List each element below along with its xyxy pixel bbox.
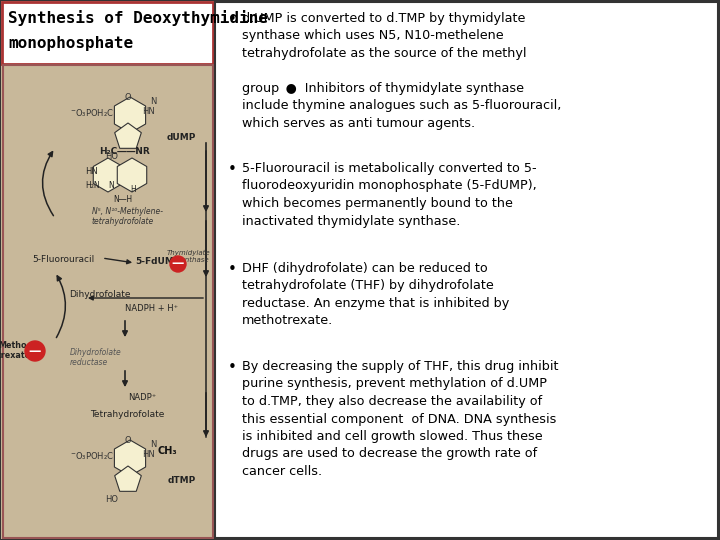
Text: Dihydrofolate
reductase: Dihydrofolate reductase [70,348,122,367]
Text: —: — [29,345,41,357]
FancyBboxPatch shape [3,65,213,538]
Text: HO: HO [106,495,119,504]
Text: group ●  Inhibitors of thymidylate synthase
include thymine analogues such as 5-: group ● Inhibitors of thymidylate syntha… [242,82,562,130]
Text: Dihydrofolate: Dihydrofolate [69,290,131,299]
Polygon shape [94,158,122,192]
Text: dUMP: dUMP [166,133,196,142]
Text: H₂C――NR: H₂C――NR [99,147,150,156]
Text: dTMP: dTMP [168,476,196,485]
Text: N: N [150,97,156,106]
Polygon shape [114,97,145,133]
Text: N: N [108,181,114,190]
Text: Synthesis of Deoxythymidine: Synthesis of Deoxythymidine [8,10,268,26]
Text: Thymidylate
synthase: Thymidylate synthase [166,250,210,263]
Text: HN: HN [142,107,155,116]
Text: H₂N: H₂N [85,181,99,190]
Text: 5-Fluorouracil is metabolically converted to 5-
fluorodeoxyuridin monophosphate : 5-Fluorouracil is metabolically converte… [242,162,536,227]
Text: Tetrahydrofolate: Tetrahydrofolate [90,410,164,419]
Text: d.UMP is converted to d.TMP by thymidylate
synthase which uses N5, N10-methelene: d.UMP is converted to d.TMP by thymidyla… [242,12,526,60]
Text: Metho-
trexate: Metho- trexate [0,341,30,360]
Text: H: H [130,185,136,194]
Text: HN: HN [142,450,155,459]
Text: $^{-}$O₃POH₂C: $^{-}$O₃POH₂C [70,107,114,118]
Text: N⁵, N¹⁰-Methylene-
tetrahydrofolate: N⁵, N¹⁰-Methylene- tetrahydrofolate [92,207,163,226]
Polygon shape [114,440,145,476]
Text: $^{-}$O₃POH₂C: $^{-}$O₃POH₂C [70,450,114,461]
Text: CH₃: CH₃ [158,446,178,456]
Text: •: • [228,12,237,27]
Polygon shape [117,158,147,192]
Text: N: N [150,440,156,449]
Text: •: • [228,262,237,277]
Text: DHF (dihydrofolate) can be reduced to
tetrahydrofolate (THF) by dihydrofolate
re: DHF (dihydrofolate) can be reduced to te… [242,262,509,327]
Text: 5-Fluorouracil: 5-Fluorouracil [32,255,94,264]
FancyBboxPatch shape [1,1,214,539]
FancyBboxPatch shape [215,2,718,538]
Text: NADP⁺: NADP⁺ [128,393,156,402]
Text: NADPH + H⁺: NADPH + H⁺ [125,304,178,313]
Text: 5-FdUMP: 5-FdUMP [135,257,181,266]
Text: N―H: N―H [114,195,132,204]
Text: •: • [228,360,237,375]
Text: O: O [125,93,131,102]
FancyArrowPatch shape [42,152,53,215]
Polygon shape [114,466,141,491]
Circle shape [25,341,45,361]
Text: O: O [125,436,131,445]
Text: monophosphate: monophosphate [8,36,133,51]
Circle shape [170,256,186,272]
Text: —: — [172,258,184,271]
FancyBboxPatch shape [2,2,213,64]
Text: HO: HO [106,152,119,161]
Text: By decreasing the supply of THF, this drug inhibit
purine synthesis, prevent met: By decreasing the supply of THF, this dr… [242,360,559,478]
Text: •: • [228,162,237,177]
Text: HN: HN [85,167,98,176]
Polygon shape [114,123,141,148]
FancyArrowPatch shape [56,276,66,338]
